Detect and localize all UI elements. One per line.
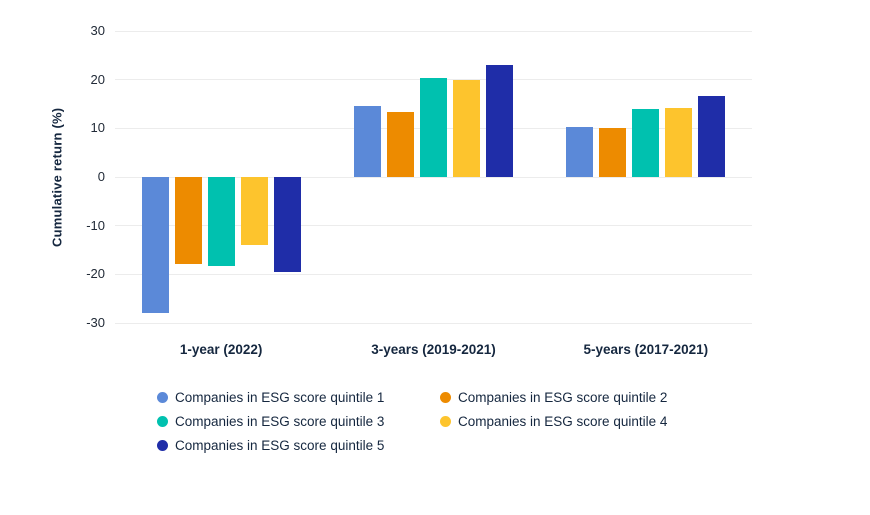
legend-dot-icon xyxy=(440,415,451,427)
bar-quintile4-group1 xyxy=(240,177,268,245)
legend-dot-icon xyxy=(157,391,168,403)
bar-quintile5-group1 xyxy=(273,177,301,273)
legend-item-quintile5: Companies in ESG score quintile 5 xyxy=(157,437,440,453)
x-category-label: 1-year (2022) xyxy=(179,342,263,357)
x-category-label: 5-years (2017-2021) xyxy=(583,342,709,357)
gridline xyxy=(115,176,752,178)
bar-quintile1-group2 xyxy=(354,105,381,177)
gridline xyxy=(115,225,752,227)
bar-quintile2-group2 xyxy=(387,111,414,177)
bar-quintile5-group3 xyxy=(698,95,726,177)
bar-quintile2-group3 xyxy=(599,128,627,177)
legend-label: Companies in ESG score quintile 1 xyxy=(175,389,385,405)
legend-item-quintile4: Companies in ESG score quintile 4 xyxy=(440,413,667,429)
legend-item-quintile1: Companies in ESG score quintile 1 xyxy=(157,389,440,405)
legend-item-quintile3: Companies in ESG score quintile 3 xyxy=(157,413,440,429)
bar-quintile2-group1 xyxy=(174,177,202,264)
legend-label: Companies in ESG score quintile 5 xyxy=(175,437,385,453)
legend-dot-icon xyxy=(440,391,451,403)
bar-quintile4-group3 xyxy=(665,107,693,177)
bar-quintile1-group3 xyxy=(566,127,594,177)
y-tick-label: 10 xyxy=(90,120,105,136)
y-tick-label: -20 xyxy=(86,266,105,282)
plot-area xyxy=(115,30,752,324)
gridline xyxy=(115,273,752,275)
bar-quintile1-group1 xyxy=(141,177,169,313)
legend-label: Companies in ESG score quintile 2 xyxy=(458,389,668,405)
bar-quintile3-group2 xyxy=(420,77,447,177)
legend: Companies in ESG score quintile 1 Compani… xyxy=(157,389,667,453)
y-tick-label: -30 xyxy=(86,315,105,330)
bar-quintile3-group1 xyxy=(207,177,235,266)
legend-dot-icon xyxy=(157,415,168,427)
y-tick-label: 30 xyxy=(90,23,105,38)
legend-item-quintile2: Companies in ESG score quintile 2 xyxy=(440,389,667,405)
y-tick-label: -10 xyxy=(86,217,105,233)
bar-quintile5-group2 xyxy=(486,64,513,177)
legend-label: Companies in ESG score quintile 3 xyxy=(175,413,385,429)
legend-label: Companies in ESG score quintile 4 xyxy=(458,413,668,429)
x-category-label: 3-years (2019-2021) xyxy=(371,342,496,357)
y-tick-label: 0 xyxy=(97,169,105,184)
bar-quintile4-group2 xyxy=(453,80,480,177)
gridline xyxy=(115,322,752,324)
legend-dot-icon xyxy=(157,439,168,451)
gridline xyxy=(115,30,752,32)
y-tick-label: 20 xyxy=(90,71,105,87)
bar-quintile3-group3 xyxy=(632,109,660,177)
